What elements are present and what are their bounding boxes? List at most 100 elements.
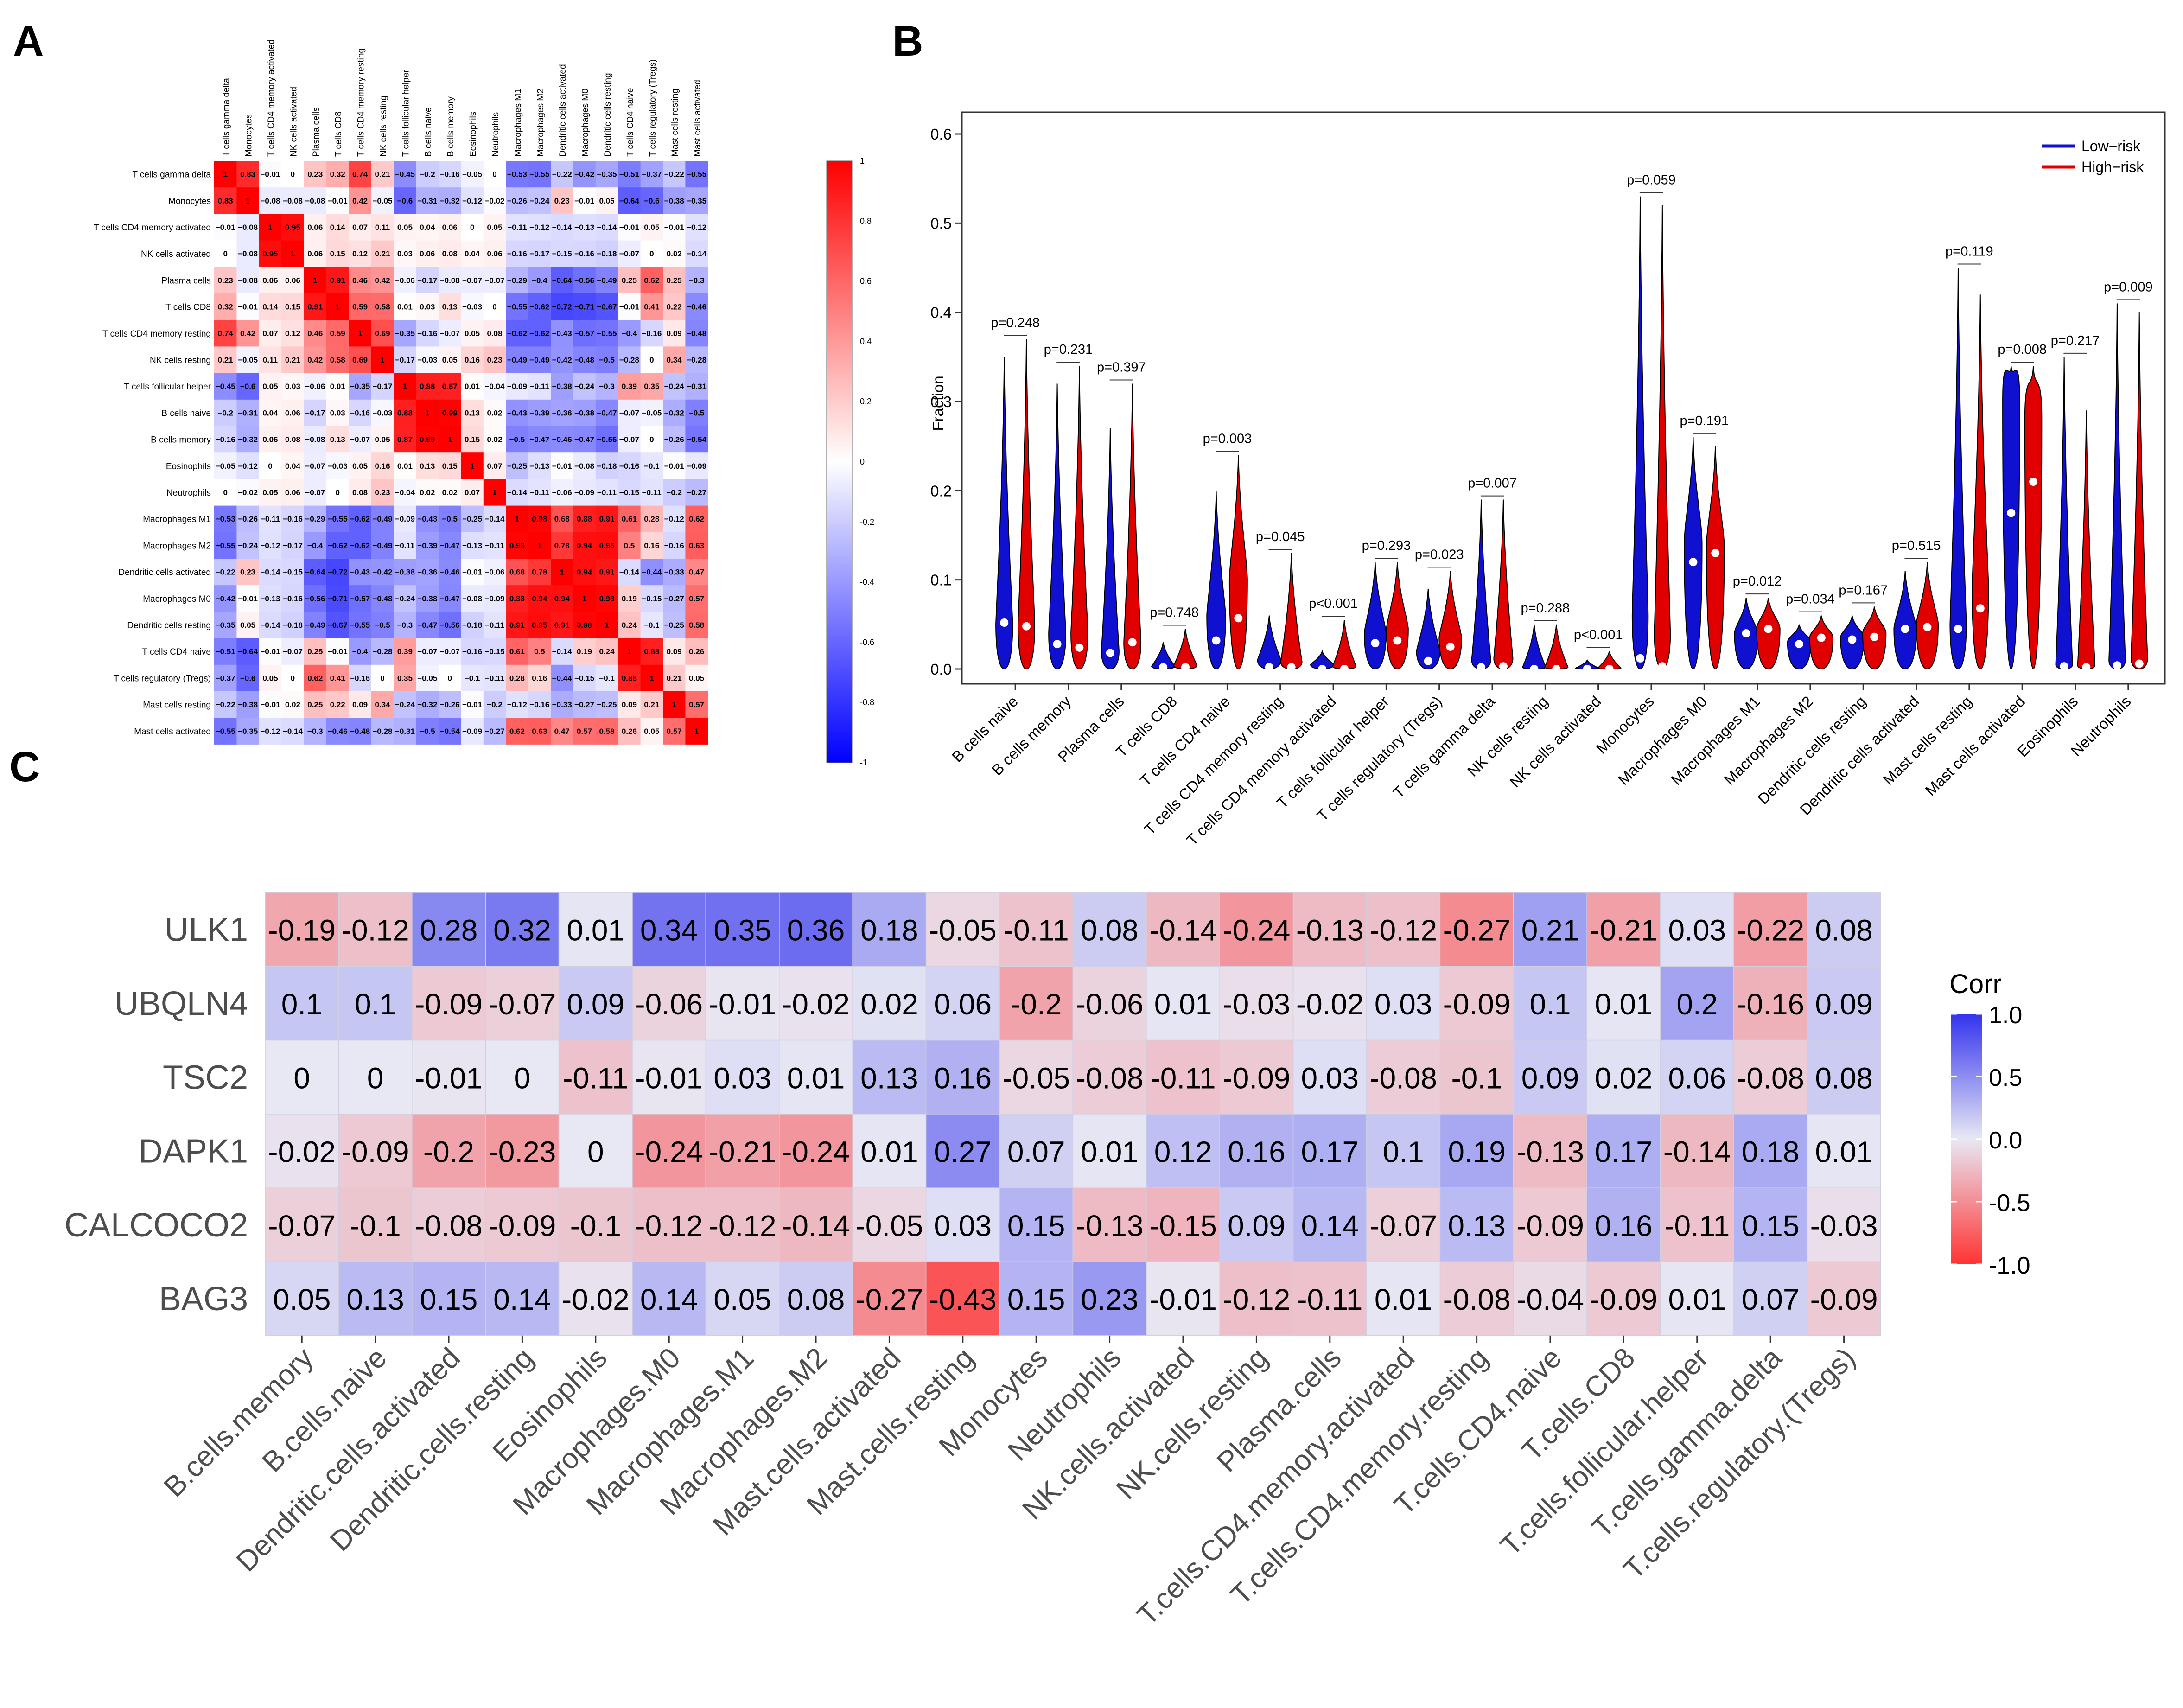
cell-value: 0.22	[667, 303, 682, 312]
cell-value: 0.58	[689, 621, 704, 630]
heatmap-cell	[281, 664, 305, 692]
cell-value: -0.08	[415, 1209, 483, 1243]
heatmap-cell	[394, 240, 417, 268]
cell-value: −0.06	[552, 488, 572, 497]
heatmap-cell	[281, 426, 305, 453]
heatmap-cell	[506, 161, 529, 188]
cell-value: −0.07	[484, 276, 504, 285]
cell-value: −0.45	[395, 170, 415, 179]
heatmap-cell	[304, 320, 327, 347]
heatmap-cell	[685, 346, 708, 374]
cell-value: 0.62	[689, 515, 704, 523]
heatmap-cell	[551, 373, 573, 400]
cell-value: 0.46	[352, 276, 368, 285]
cell-value: 0.03	[285, 382, 300, 391]
cell-value: −0.05	[462, 170, 482, 179]
cell-value: 0.57	[667, 727, 682, 736]
heatmap-cell	[439, 187, 461, 214]
cell-value: −0.05	[417, 674, 437, 682]
violin	[1706, 446, 1725, 670]
heatmap-cell	[595, 559, 618, 586]
cell-value: 0.95	[599, 541, 614, 550]
heatmap-cell	[663, 373, 686, 400]
cell-value: 0.02	[860, 988, 918, 1021]
heatmap-cell	[685, 293, 708, 320]
col-label: B cells naive	[424, 107, 433, 157]
colorbar-tick: -0.4	[860, 578, 874, 587]
heatmap-cell	[663, 691, 686, 718]
col-label: T cells follicular helper	[401, 70, 411, 157]
heatmap-cell	[416, 346, 439, 374]
median-point	[1075, 643, 1084, 652]
heatmap-cell	[394, 452, 417, 479]
cell-value: 0.88	[577, 515, 592, 523]
heatmap-cell	[349, 505, 372, 533]
p-value-label: p=0.059	[1627, 173, 1676, 188]
median-point	[1424, 656, 1432, 665]
p-value-label: p=0.023	[1415, 547, 1464, 562]
cell-value: 0.13	[860, 1061, 918, 1095]
row-label: B cells memory	[151, 435, 211, 445]
cell-value: −0.62	[328, 541, 348, 550]
cell-value: −0.17	[417, 276, 437, 285]
cell-value: 0.08	[442, 249, 458, 258]
cell-value: -0.09	[1516, 1209, 1584, 1243]
violin	[1101, 428, 1120, 670]
cell-value: 0.78	[532, 568, 547, 577]
heatmap-cell	[528, 187, 551, 214]
cell-value: −0.13	[260, 594, 280, 603]
heatmap-cell	[461, 240, 484, 268]
heatmap-cell	[573, 505, 596, 533]
cell-value: −0.46	[440, 568, 460, 577]
heatmap-cell	[506, 187, 529, 214]
cell-value: −0.39	[529, 408, 549, 417]
cell-value: 0.28	[644, 515, 659, 523]
cell-value: 0.28	[509, 674, 525, 682]
heatmap-cell	[394, 214, 417, 241]
cell-value: 0.88	[644, 647, 659, 656]
heatmap-cell	[461, 691, 484, 718]
heatmap-cell	[483, 240, 506, 268]
heatmap-cell	[265, 1187, 339, 1262]
heatmap-cell	[528, 240, 551, 268]
cell-value: 0.01	[465, 382, 480, 391]
heatmap-cell	[394, 373, 417, 400]
cell-value: −0.12	[260, 541, 280, 550]
heatmap-cell	[573, 399, 596, 427]
cell-value: 0.58	[330, 356, 345, 364]
heatmap-cell	[595, 161, 618, 188]
heatmap-cell	[371, 267, 394, 294]
cell-value: 0.05	[375, 435, 390, 444]
heatmap-cell	[663, 320, 686, 347]
heatmap-cell	[259, 240, 282, 268]
heatmap-cell	[551, 346, 573, 374]
heatmap-cell	[632, 1261, 706, 1336]
heatmap-cell	[483, 691, 506, 718]
heatmap-cell	[506, 452, 529, 479]
cell-value: -0.13	[1076, 1209, 1144, 1243]
cell-value: 0.02	[1595, 1061, 1653, 1095]
cell-value: 0.16	[375, 462, 390, 471]
cell-value: −0.24	[574, 382, 595, 391]
heatmap-cell	[685, 718, 708, 745]
heatmap-cell	[551, 214, 573, 241]
heatmap-cell	[416, 532, 439, 559]
violin	[1386, 562, 1409, 670]
cell-value: 0.21	[375, 249, 390, 258]
colorbar-tick: -0.6	[860, 637, 874, 647]
colorbar-tick: 0.4	[860, 337, 872, 346]
cell-value: 0.22	[330, 701, 345, 709]
cell-value: 0.32	[493, 914, 551, 947]
cell-value: 0.1	[355, 988, 396, 1021]
cell-value: 0.21	[644, 701, 659, 709]
heatmap-cell	[640, 718, 663, 745]
heatmap-cell	[558, 1039, 633, 1115]
heatmap-cell	[1586, 1261, 1661, 1336]
cell-value: 0.05	[465, 329, 480, 338]
cell-value: −0.56	[440, 621, 460, 630]
cell-value: 0.23	[487, 356, 502, 364]
heatmap-cell	[394, 346, 417, 374]
heatmap-cell	[281, 691, 305, 718]
colorbar	[826, 160, 853, 763]
cell-value: 0	[492, 170, 496, 179]
